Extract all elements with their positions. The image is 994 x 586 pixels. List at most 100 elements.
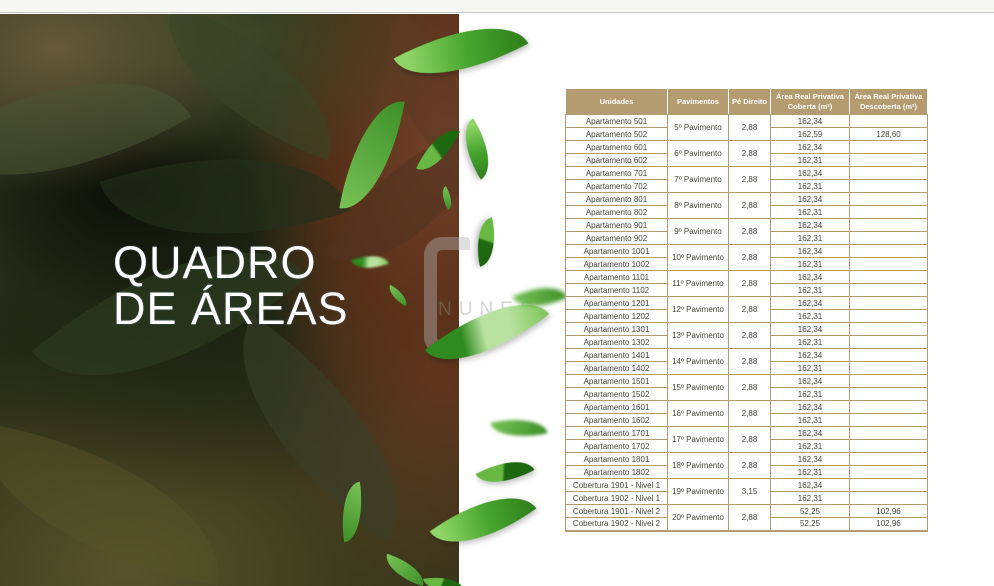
cell-pavimento: 8º Pavimento bbox=[667, 192, 729, 219]
cell-pavimento: 6º Pavimento bbox=[667, 140, 729, 167]
cell-unidade: Cobertura 1902 - Nivel 2 bbox=[565, 517, 668, 531]
cell-area-descoberta bbox=[849, 491, 928, 505]
dark-leaf-shape bbox=[139, 14, 361, 161]
cell-area-coberta: 162,31 bbox=[770, 465, 850, 479]
cell-unidade: Apartamento 701 bbox=[565, 166, 668, 180]
cell-area-descoberta bbox=[849, 231, 928, 245]
cell-unidade: Apartamento 1201 bbox=[565, 296, 668, 310]
table-row: Apartamento 1301 13º Pavimento 2,88 162,34 bbox=[565, 322, 928, 349]
leaf-icon bbox=[470, 217, 502, 267]
cell-area-descoberta bbox=[849, 335, 928, 349]
cell-pavimento: 17º Pavimento bbox=[667, 426, 729, 453]
cell-pavimento: 11º Pavimento bbox=[667, 270, 729, 297]
table-row: Apartamento 1801 18º Pavimento 2,88 162,34 bbox=[565, 452, 928, 479]
cell-unidade: Apartamento 1502 bbox=[565, 387, 668, 401]
cell-unidade: Apartamento 1302 bbox=[565, 335, 668, 349]
cell-area-descoberta bbox=[849, 179, 928, 193]
cell-area-coberta: 162,34 bbox=[770, 426, 850, 440]
cell-pe-direito: 2,88 bbox=[728, 322, 771, 349]
column-header-unidades: Unidades bbox=[565, 88, 668, 115]
leaf-icon bbox=[475, 448, 535, 496]
cell-area-descoberta bbox=[849, 400, 928, 414]
cell-area-descoberta bbox=[849, 387, 928, 401]
cell-area-coberta: 162,34 bbox=[770, 374, 850, 388]
table-row: Apartamento 1101 11º Pavimento 2,88 162,34 bbox=[565, 270, 928, 297]
cell-area-descoberta bbox=[849, 257, 928, 271]
cell-pavimento: 15º Pavimento bbox=[667, 374, 729, 401]
cell-area-coberta: 162,34 bbox=[770, 166, 850, 180]
cell-unidade: Apartamento 1202 bbox=[565, 309, 668, 323]
column-header-area-descoberta: Área Real Privativa Descoberta (m²) bbox=[849, 88, 928, 115]
cell-area-coberta: 162,34 bbox=[770, 244, 850, 258]
areas-table-wrap: Unidades Pavimentos Pé Direito Área Real… bbox=[565, 88, 928, 532]
cell-pavimento: 12º Pavimento bbox=[667, 296, 729, 323]
cell-area-coberta: 162,31 bbox=[770, 257, 850, 271]
cell-pe-direito: 2,88 bbox=[728, 374, 771, 401]
cell-area-descoberta bbox=[849, 283, 928, 297]
cell-pe-direito: 2,88 bbox=[728, 114, 771, 141]
cell-pavimento: 14º Pavimento bbox=[667, 348, 729, 375]
cell-area-coberta: 162,31 bbox=[770, 361, 850, 375]
cell-area-coberta: 162,31 bbox=[770, 413, 850, 427]
header-row: Unidades Pavimentos Pé Direito Área Real… bbox=[565, 88, 928, 115]
cell-unidade: Apartamento 802 bbox=[565, 205, 668, 219]
top-strip bbox=[0, 0, 994, 13]
table-row: Apartamento 1402 162,31 bbox=[565, 361, 928, 375]
page-title: QUADRO DE ÁREAS bbox=[113, 240, 349, 332]
cell-area-coberta: 52,25 bbox=[770, 504, 850, 518]
areas-table: Unidades Pavimentos Pé Direito Área Real… bbox=[565, 88, 928, 532]
table-row: Apartamento 701 7º Pavimento 2,88 162,34 bbox=[565, 166, 928, 193]
cell-unidade: Apartamento 1301 bbox=[565, 322, 668, 336]
cell-pavimento: 18º Pavimento bbox=[667, 452, 729, 479]
table-row: Cobertura 1901 - Nivel 2 20º Pavimento 2,8… bbox=[565, 504, 928, 531]
table-row: Apartamento 1501 15º Pavimento 2,88 162,34 bbox=[565, 374, 928, 401]
table-row: Apartamento 1602 162,31 bbox=[565, 413, 928, 427]
cell-area-coberta: 162,31 bbox=[770, 491, 850, 505]
cell-area-coberta: 162,31 bbox=[770, 231, 850, 245]
cell-area-descoberta bbox=[849, 452, 928, 466]
cell-area-coberta: 162,31 bbox=[770, 205, 850, 219]
cell-pavimento: 9º Pavimento bbox=[667, 218, 729, 245]
cell-unidade: Apartamento 1601 bbox=[565, 400, 668, 414]
cell-pe-direito: 2,88 bbox=[728, 244, 771, 271]
cell-area-coberta: 162,34 bbox=[770, 192, 850, 206]
table-row: Cobertura 1902 - Nivel 2 52,25 102,96 bbox=[565, 517, 928, 531]
cell-area-descoberta bbox=[849, 374, 928, 388]
cell-pe-direito: 2,88 bbox=[728, 140, 771, 167]
table-row: Apartamento 602 162,31 bbox=[565, 153, 928, 167]
table-row: Apartamento 801 8º Pavimento 2,88 162,34 bbox=[565, 192, 928, 219]
cell-unidade: Apartamento 1101 bbox=[565, 270, 668, 284]
cell-unidade: Apartamento 1102 bbox=[565, 283, 668, 297]
areas-table-body: Apartamento 501 5º Pavimento 2,88 162,34 Apa… bbox=[565, 114, 928, 531]
table-row: Apartamento 1401 14º Pavimento 2,88 162,34 bbox=[565, 348, 928, 375]
cell-area-descoberta bbox=[849, 478, 928, 492]
cell-pavimento: 5º Pavimento bbox=[667, 114, 729, 141]
cell-unidade: Apartamento 1802 bbox=[565, 465, 668, 479]
cell-area-coberta: 162,31 bbox=[770, 335, 850, 349]
cell-unidade: Apartamento 902 bbox=[565, 231, 668, 245]
table-row: Apartamento 802 162,31 bbox=[565, 205, 928, 219]
cell-area-descoberta bbox=[849, 218, 928, 232]
cell-area-coberta: 162,31 bbox=[770, 283, 850, 297]
cell-area-descoberta bbox=[849, 192, 928, 206]
table-row: Apartamento 1302 162,31 bbox=[565, 335, 928, 349]
cell-area-descoberta bbox=[849, 426, 928, 440]
cell-pavimento: 20º Pavimento bbox=[667, 504, 729, 531]
dark-leaf-shape bbox=[190, 315, 450, 543]
cell-unidade: Apartamento 801 bbox=[565, 192, 668, 206]
cell-area-coberta: 162,34 bbox=[770, 478, 850, 492]
cell-unidade: Apartamento 1702 bbox=[565, 439, 668, 453]
cell-pe-direito: 2,88 bbox=[728, 426, 771, 453]
table-row: Apartamento 1102 162,31 bbox=[565, 283, 928, 297]
cell-unidade: Apartamento 501 bbox=[565, 114, 668, 128]
cell-pe-direito: 2,88 bbox=[728, 400, 771, 427]
cell-area-descoberta: 102,96 bbox=[849, 504, 928, 518]
table-row: Apartamento 1601 16º Pavimento 2,88 162,34 bbox=[565, 400, 928, 427]
cell-area-descoberta bbox=[849, 140, 928, 154]
table-row: Cobertura 1902 - Nivel 1 162,31 bbox=[565, 491, 928, 505]
table-row: Apartamento 901 9º Pavimento 2,88 162,34 bbox=[565, 218, 928, 245]
cell-area-coberta: 162,34 bbox=[770, 296, 850, 310]
page-title-line1: QUADRO bbox=[113, 237, 317, 288]
cell-area-coberta: 162,31 bbox=[770, 179, 850, 193]
